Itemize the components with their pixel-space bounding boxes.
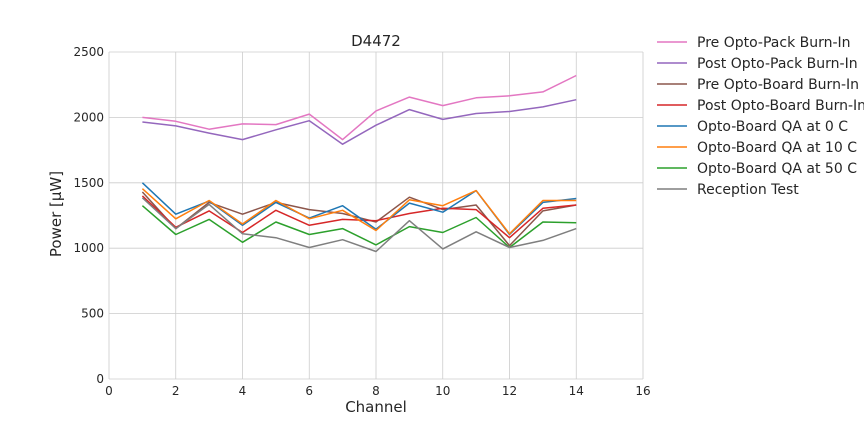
x-tick-label: 14 (569, 384, 584, 398)
series-line-8 (141, 197, 577, 253)
series-line-1 (142, 74, 577, 141)
x-tick-label: 12 (502, 384, 517, 398)
y-tick-label: 0 (96, 372, 104, 386)
legend: Pre Opto-Pack Burn-In Post Opto-Pack Burn… (657, 35, 864, 198)
legend-label-7: Opto-Board QA at 50 C (697, 161, 857, 177)
x-tick-label: 10 (435, 384, 450, 398)
series-line-7 (141, 205, 577, 249)
legend-label-5: Opto-Board QA at 0 C (697, 119, 848, 135)
series-line-6 (141, 188, 577, 235)
grid-lines (108, 51, 644, 380)
y-tick-label: 1000 (73, 241, 104, 255)
series-line-5 (141, 182, 577, 236)
series-lines (141, 74, 577, 253)
x-tick-label: 0 (105, 384, 113, 398)
x-tick-label: 8 (372, 384, 380, 398)
legend-label-8: Reception Test (697, 182, 799, 198)
x-axis-label: Channel (345, 398, 407, 416)
x-tick-label: 2 (172, 384, 180, 398)
x-tick-label: 4 (239, 384, 247, 398)
y-tick-label: 2000 (73, 110, 104, 124)
legend-label-4: Post Opto-Board Burn-In (697, 98, 864, 114)
legend-label-3: Pre Opto-Board Burn-In (697, 77, 859, 93)
tick-labels: 0 2 4 6 8 10 12 14 16 0 500 1000 1500 2000 2500 (73, 45, 650, 398)
y-tick-label: 500 (81, 307, 104, 321)
legend-label-1: Pre Opto-Pack Burn-In (697, 35, 851, 51)
y-axis-label: Power [μW] (47, 171, 65, 257)
chart-title: D4472 (351, 32, 401, 50)
legend-label-6: Opto-Board QA at 10 C (697, 140, 857, 156)
legend-label-2: Post Opto-Pack Burn-In (697, 56, 858, 72)
series-line-2 (142, 98, 577, 145)
y-tick-label: 1500 (73, 176, 104, 190)
x-tick-label: 16 (635, 384, 650, 398)
y-tick-label: 2500 (73, 45, 104, 59)
x-tick-label: 6 (305, 384, 313, 398)
